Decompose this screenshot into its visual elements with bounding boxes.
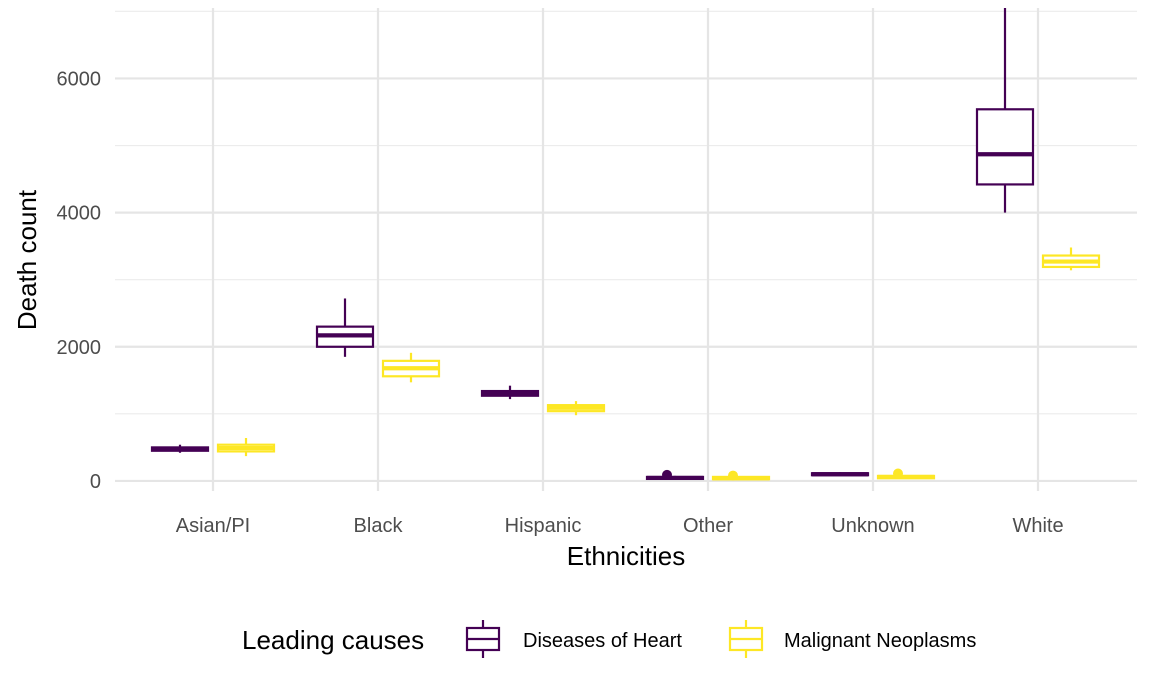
boxplot-malignant-neoplasms-white xyxy=(1041,247,1101,271)
y-tick-label: 6000 xyxy=(57,68,102,90)
major-gridlines xyxy=(115,8,1137,491)
x-axis-tick-labels: Asian/PI Black Hispanic Other Unknown White xyxy=(176,515,1064,537)
y-axis-title: Death count xyxy=(12,189,42,330)
boxplot-malignant-neoplasms-asian-pi xyxy=(216,438,276,457)
box xyxy=(975,108,1035,186)
boxplot-malignant-neoplasms-unknown xyxy=(876,468,936,480)
outlier-point xyxy=(728,470,738,481)
boxplot-diseases-of-heart-hispanic xyxy=(480,385,540,400)
x-tick-label: Asian/PI xyxy=(176,515,250,537)
boxplot-diseases-of-heart-black xyxy=(315,298,375,357)
x-tick-label: Black xyxy=(354,515,404,537)
x-tick-label: Unknown xyxy=(831,515,914,537)
x-tick-label: Hispanic xyxy=(505,515,582,537)
boxplot-diseases-of-heart-other xyxy=(645,469,705,481)
y-tick-label: 4000 xyxy=(57,203,102,225)
legend-title: Leading causes xyxy=(242,625,424,655)
boxplot-diseases-of-heart-unknown xyxy=(810,472,870,477)
boxplot-malignant-neoplasms-black xyxy=(381,352,441,383)
legend: Leading causes Diseases of Heart Maligna… xyxy=(242,620,976,658)
x-tick-label: Other xyxy=(683,515,733,537)
minor-gridlines xyxy=(115,10,1137,415)
y-axis-tick-labels: 0 2000 4000 6000 xyxy=(57,68,102,493)
boxplot-malignant-neoplasms-hispanic xyxy=(546,401,606,416)
legend-label-malignant-neoplasms: Malignant Neoplasms xyxy=(784,630,976,652)
y-tick-label: 0 xyxy=(90,471,101,493)
legend-label-diseases-of-heart: Diseases of Heart xyxy=(523,630,682,652)
legend-key-diseases-of-heart xyxy=(465,620,501,658)
y-tick-label: 2000 xyxy=(57,337,102,359)
legend-key-malignant-neoplasms xyxy=(728,620,764,658)
x-axis-title: Ethnicities xyxy=(567,541,686,571)
boxplot-diseases-of-heart-asian-pi xyxy=(150,444,210,453)
outlier-point xyxy=(893,468,903,479)
x-tick-label: White xyxy=(1012,515,1063,537)
outlier-point xyxy=(662,469,672,480)
boxplot-malignant-neoplasms-other xyxy=(711,470,771,481)
boxplot-diseases-of-heart-white xyxy=(975,8,1035,213)
boxplots xyxy=(150,8,1101,481)
